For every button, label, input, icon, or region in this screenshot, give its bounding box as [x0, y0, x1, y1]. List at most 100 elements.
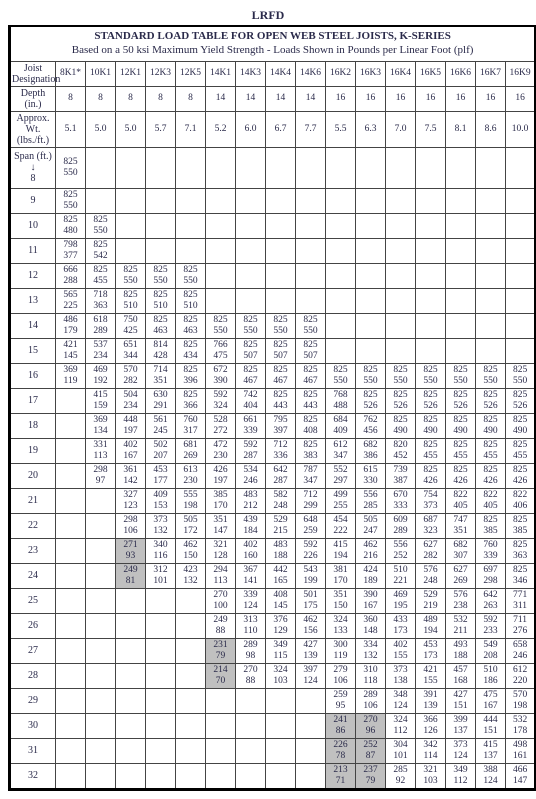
cell-4-7 [266, 263, 296, 288]
cell-13-11: 670333 [386, 488, 416, 513]
cell-4-2: 825550 [116, 263, 146, 288]
cell-9-3: 630291 [146, 388, 176, 413]
cell-21-14: 475167 [476, 688, 506, 713]
cell-22-8 [296, 713, 326, 738]
cell-5-2: 825510 [116, 288, 146, 313]
cell-2-15 [506, 213, 536, 238]
cell-7-2: 651344 [116, 338, 146, 363]
span-label-14: 22 [10, 513, 56, 538]
cell-24-9: 21371 [326, 763, 356, 789]
cell-23-14: 415137 [476, 738, 506, 763]
depth-12: 16 [416, 86, 446, 111]
cell-15-4: 462150 [176, 538, 206, 563]
cell-23-4 [176, 738, 206, 763]
col-header-5: 14K1 [206, 61, 236, 86]
weight-9: 5.5 [326, 111, 356, 147]
cell-21-5 [206, 688, 236, 713]
cell-10-0 [56, 413, 86, 438]
cell-5-6 [236, 288, 266, 313]
depth-0: 8 [56, 86, 86, 111]
cell-18-0 [56, 613, 86, 638]
cell-7-15 [506, 338, 536, 363]
cell-17-6: 339124 [236, 588, 266, 613]
cell-11-14: 825455 [476, 438, 506, 463]
cell-0-12 [416, 147, 446, 188]
cell-11-0 [56, 438, 86, 463]
cell-17-13: 576238 [446, 588, 476, 613]
cell-17-10: 390167 [356, 588, 386, 613]
weight-3: 5.7 [146, 111, 176, 147]
page-heading: LRFD [8, 8, 528, 23]
cell-10-13: 825490 [446, 413, 476, 438]
cell-16-9: 381170 [326, 563, 356, 588]
cell-9-13: 825526 [446, 388, 476, 413]
cell-8-2: 570282 [116, 363, 146, 388]
cell-24-14: 388124 [476, 763, 506, 789]
cell-16-5: 294113 [206, 563, 236, 588]
cell-24-8 [296, 763, 326, 789]
span-label-11: 19 [10, 438, 56, 463]
cell-0-5 [206, 147, 236, 188]
cell-18-11: 433173 [386, 613, 416, 638]
cell-8-3: 714351 [146, 363, 176, 388]
cell-6-9 [326, 313, 356, 338]
cell-23-12: 342114 [416, 738, 446, 763]
cell-16-1 [86, 563, 116, 588]
weight-1: 5.0 [86, 111, 116, 147]
col-header-2: 12K1 [116, 61, 146, 86]
cell-4-11 [386, 263, 416, 288]
cell-22-9: 24186 [326, 713, 356, 738]
cell-13-6: 483212 [236, 488, 266, 513]
cell-9-10: 825526 [356, 388, 386, 413]
cell-6-12 [416, 313, 446, 338]
cell-2-1: 825550 [86, 213, 116, 238]
cell-2-4 [176, 213, 206, 238]
cell-24-4 [176, 763, 206, 789]
cell-23-10: 25287 [356, 738, 386, 763]
span-label-6: 14 [10, 313, 56, 338]
col-header-0: 8K1* [56, 61, 86, 86]
cell-14-5: 351147 [206, 513, 236, 538]
cell-18-1 [86, 613, 116, 638]
cell-10-7: 795397 [266, 413, 296, 438]
cell-4-3: 825550 [146, 263, 176, 288]
cell-22-6 [236, 713, 266, 738]
cell-14-10: 505247 [356, 513, 386, 538]
cell-8-10: 825550 [356, 363, 386, 388]
cell-3-13 [446, 238, 476, 263]
cell-17-4 [176, 588, 206, 613]
cell-0-2 [116, 147, 146, 188]
span-label-18: 26 [10, 613, 56, 638]
cell-7-9 [326, 338, 356, 363]
cell-16-3: 312101 [146, 563, 176, 588]
load-table: STANDARD LOAD TABLE FOR OPEN WEB STEEL J… [8, 25, 536, 791]
cell-2-10 [356, 213, 386, 238]
cell-14-7: 529215 [266, 513, 296, 538]
cell-7-4: 825434 [176, 338, 206, 363]
cell-9-14: 825526 [476, 388, 506, 413]
cell-15-2: 27193 [116, 538, 146, 563]
cell-18-6: 313110 [236, 613, 266, 638]
cell-22-1 [86, 713, 116, 738]
cell-19-10: 334132 [356, 638, 386, 663]
cell-13-2: 327123 [116, 488, 146, 513]
cell-11-15: 825455 [506, 438, 536, 463]
cell-14-12: 687323 [416, 513, 446, 538]
cell-21-4 [176, 688, 206, 713]
cell-21-10: 289106 [356, 688, 386, 713]
cell-12-14: 825426 [476, 463, 506, 488]
depth-4: 8 [176, 86, 206, 111]
col-header-3: 12K3 [146, 61, 176, 86]
weight-8: 7.7 [296, 111, 326, 147]
cell-9-1: 415159 [86, 388, 116, 413]
depth-7: 14 [266, 86, 296, 111]
cell-0-7 [266, 147, 296, 188]
cell-6-10 [356, 313, 386, 338]
cell-15-10: 462216 [356, 538, 386, 563]
cell-12-4: 613230 [176, 463, 206, 488]
cell-15-9: 415194 [326, 538, 356, 563]
col-header-13: 16K6 [446, 61, 476, 86]
cell-0-9 [326, 147, 356, 188]
cell-13-8: 712299 [296, 488, 326, 513]
cell-0-0: 825550 [56, 147, 86, 188]
